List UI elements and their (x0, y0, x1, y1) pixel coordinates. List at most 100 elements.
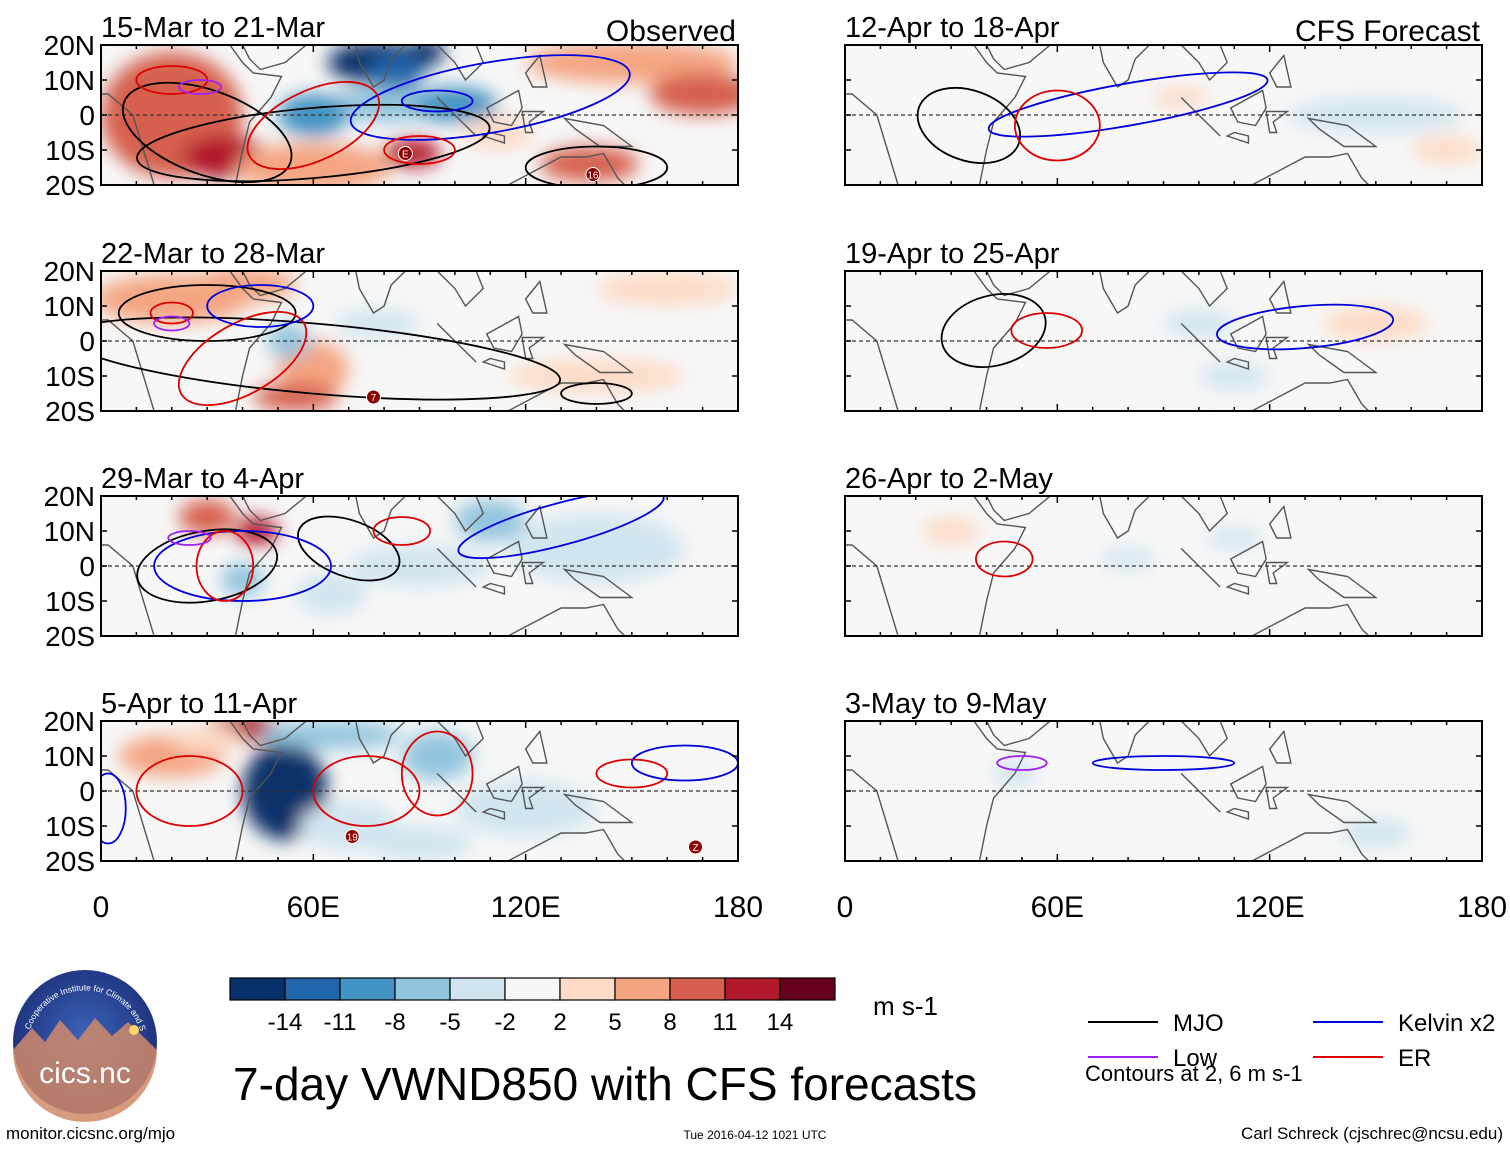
legend: MJO Kelvin x2 Low ER (1088, 1010, 1495, 1072)
legend-label: Kelvin x2 (1398, 1010, 1495, 1037)
colorbar-swatch (669, 977, 726, 1001)
contour-low (996, 755, 1048, 771)
coastlines (845, 721, 1378, 861)
coastline (481, 582, 506, 595)
colorbar-swatch (394, 977, 451, 1001)
anomaly-patch (507, 358, 685, 394)
colorbar: -14 -11 -8 -5 -2 2 5 8 11 14 (229, 977, 836, 1036)
coastline (1306, 568, 1378, 599)
coastline (562, 343, 634, 374)
colorbar-label: -2 (494, 1009, 515, 1036)
legend-label: MJO (1173, 1010, 1224, 1037)
y-tick-label: 10S (45, 135, 95, 166)
coastline (1268, 729, 1292, 764)
storm-label: Z (692, 843, 698, 854)
y-tick-label: 10S (45, 586, 95, 617)
x-axes: 0 60E 120E 180 0 60E 120E 180 (93, 891, 1507, 924)
figure-title: 7-day VWND850 with CFS forecasts (233, 1058, 977, 1110)
coastline (1268, 279, 1292, 314)
contour-kelvin (1091, 755, 1236, 771)
coastline (985, 271, 1052, 297)
contour-low (153, 315, 191, 332)
anomaly-patch (1322, 306, 1429, 341)
colorbar-swatch (614, 977, 671, 1001)
contour-er (1010, 312, 1084, 349)
x-tick-label: 0 (93, 891, 110, 924)
panel-title: 12-Apr to 18-Apr (845, 12, 1060, 44)
coastline (507, 152, 626, 185)
contour-er (372, 516, 432, 546)
anomaly-patch (295, 573, 367, 615)
anomaly-patch (401, 731, 473, 781)
colorbar-label: 5 (608, 1009, 621, 1036)
contour-kelvin (349, 54, 631, 141)
anomaly-patch (1198, 362, 1270, 390)
wave-contours (940, 293, 1395, 368)
storm-marker (585, 167, 601, 182)
panel: 20N 10N 0 10S 20S 29-Mar to 4-Apr (44, 463, 739, 652)
coastline (241, 496, 308, 522)
contour-er (149, 301, 194, 325)
coastline (1251, 152, 1370, 185)
colorbar-swatch (229, 977, 286, 1001)
coastline (521, 110, 546, 134)
coastline (436, 773, 477, 813)
coastline (485, 540, 523, 578)
colorbar-label: 8 (663, 1009, 676, 1036)
coastline (436, 45, 485, 82)
storm-marker (688, 839, 704, 855)
coastline (1180, 721, 1229, 758)
x-tick-label: 120E (491, 891, 561, 924)
coastline (524, 729, 548, 764)
coastline (1306, 117, 1378, 148)
coastline (1225, 357, 1250, 370)
anomaly-field (922, 517, 1263, 570)
contour-er (383, 135, 456, 165)
coastline (1225, 131, 1250, 144)
y-tick-label: 0 (79, 326, 95, 357)
anomaly-patch (366, 826, 473, 861)
colorbar-swatch (724, 977, 781, 1001)
y-tick-label: 20N (44, 706, 95, 737)
coastline (1180, 323, 1221, 363)
coastline (521, 786, 546, 810)
coastline (1098, 721, 1151, 764)
wave-contours (136, 496, 665, 604)
colorbar-swatch (284, 977, 341, 1001)
contour-er (975, 540, 1034, 578)
colorbar-label: -14 (268, 1009, 303, 1036)
coastline (562, 568, 634, 599)
anomaly-patch (171, 724, 243, 753)
logo-mountains (13, 1018, 157, 1122)
contour-kelvin (1216, 303, 1395, 351)
coastline (521, 336, 546, 360)
panel: 7 20N 10N 0 10S 20S 22-Mar to 28-Mar (44, 238, 739, 427)
storm-marker (365, 389, 381, 405)
colorbar-label: 2 (553, 1009, 566, 1036)
y-tick-label: 20N (44, 481, 95, 512)
logo-sun (129, 1025, 139, 1035)
coastline (1225, 807, 1250, 820)
storm-marker (344, 829, 360, 844)
contour-kelvin (987, 71, 1269, 138)
panel-grid: E 16 20N 10N 0 10S 20S 15-Mar to 21-Mar Observed… (44, 12, 1483, 877)
column-label: Observed (606, 15, 736, 48)
colorbar-label: -11 (324, 1009, 357, 1036)
panel: 26-Apr to 2-May (844, 463, 1483, 637)
coastline (485, 89, 523, 127)
panel-title: 22-Mar to 28-Mar (101, 238, 325, 270)
anomaly-patch (507, 513, 685, 584)
anomaly-patch (922, 517, 980, 545)
coastline (436, 721, 485, 758)
anomaly-patch (1411, 136, 1482, 164)
colorbar-swatch (779, 977, 836, 1001)
colorbar-swatch (449, 977, 506, 1001)
y-tick-label: 20S (45, 621, 95, 652)
coastline (101, 271, 283, 411)
coastline (1098, 271, 1151, 314)
colorbar-swatch (559, 977, 616, 1001)
coastline (485, 765, 523, 803)
contour-er (246, 81, 381, 170)
coastline (241, 721, 308, 747)
